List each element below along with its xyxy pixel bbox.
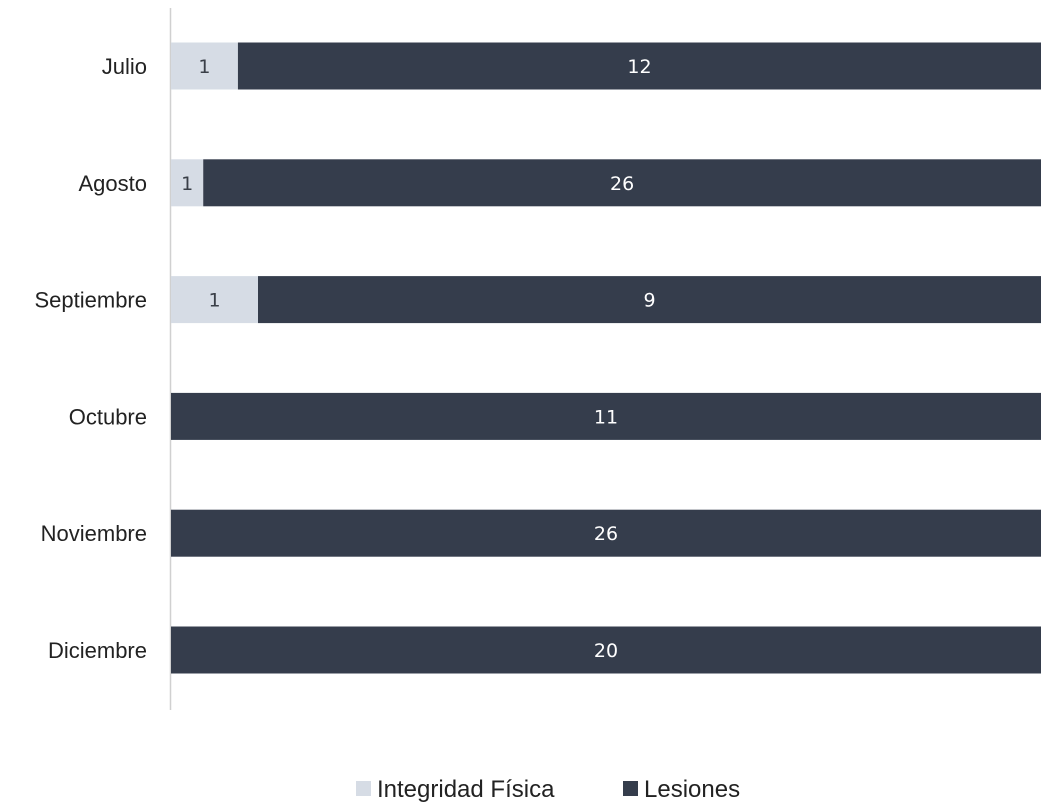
data-label-lesiones-agosto: 26 <box>610 173 634 195</box>
bar-lesiones-octubre <box>171 392 1041 440</box>
bar-integridad-fisica-septiembre <box>171 276 258 324</box>
bar-lesiones-diciembre <box>171 626 1041 674</box>
data-label-integridad-fisica-julio: 1 <box>198 56 210 78</box>
category-label-julio: Julio <box>102 54 147 79</box>
legend: Integridad Física Lesiones <box>356 776 740 803</box>
category-label-octubre: Octubre <box>69 404 147 429</box>
legend-swatch-lesiones <box>623 781 638 796</box>
legend-swatch-integridad-fisica <box>356 781 371 796</box>
bar-integridad-fisica-julio <box>171 42 238 90</box>
bar-lesiones-agosto <box>203 159 1041 207</box>
bar-lesiones-septiembre <box>258 276 1041 324</box>
data-label-integridad-fisica-septiembre: 1 <box>208 290 220 312</box>
data-label-lesiones-julio: 12 <box>627 56 651 78</box>
data-label-lesiones-noviembre: 26 <box>594 523 618 545</box>
data-label-integridad-fisica-agosto: 1 <box>181 173 193 195</box>
bar-lesiones-noviembre <box>171 509 1041 557</box>
category-label-septiembre: Septiembre <box>34 288 147 313</box>
category-label-agosto: Agosto <box>79 171 148 196</box>
bar-integridad-fisica-agosto <box>171 159 204 207</box>
category-labels: Julio Agosto Septiembre Octubre Noviembre Dic… <box>34 54 147 663</box>
bar-lesiones-julio <box>237 42 1041 90</box>
data-label-lesiones-octubre: 11 <box>594 406 618 428</box>
legend-label-lesiones: Lesiones <box>644 776 740 803</box>
legend-label-integridad-fisica: Integridad Física <box>377 776 555 803</box>
data-label-lesiones-diciembre: 20 <box>594 640 618 662</box>
category-label-diciembre: Diciembre <box>48 638 147 663</box>
data-label-lesiones-septiembre: 9 <box>643 290 655 312</box>
bars-group <box>171 42 1041 674</box>
category-label-noviembre: Noviembre <box>41 521 147 546</box>
data-labels: 1 12 1 26 1 9 11 26 20 <box>181 56 655 662</box>
